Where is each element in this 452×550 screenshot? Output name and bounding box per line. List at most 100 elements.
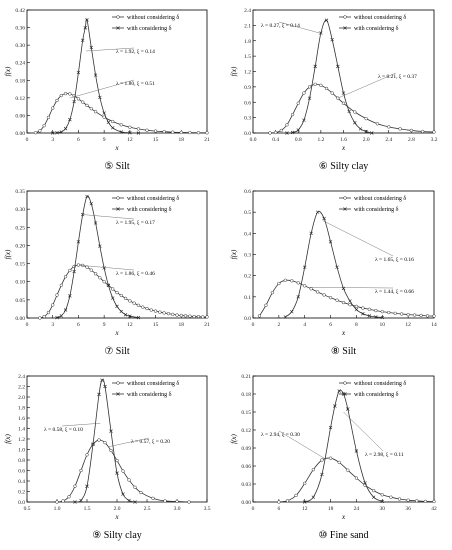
panel-caption-text: Silty clay [104, 530, 142, 541]
panel-caption-text: Fine sand [330, 530, 369, 541]
data-point-cross [364, 129, 368, 134]
data-point-circle [330, 91, 334, 95]
data-point-circle [283, 278, 287, 282]
y-tick-label: 0.03 [241, 482, 251, 488]
annotation-leader [80, 265, 135, 271]
data-point-circle [68, 268, 72, 273]
data-point-cross [324, 18, 329, 22]
x-tick-label: 12 [302, 506, 308, 512]
y-tick-label: 0.3 [244, 253, 251, 259]
data-point-circle [196, 314, 201, 319]
panel-caption-text: Silt [342, 346, 356, 357]
y-tick-label: 0.18 [15, 78, 25, 84]
data-point-circle [393, 311, 397, 315]
legend-label-with: with considering δ [354, 26, 399, 32]
data-point-circle [389, 495, 393, 499]
data-point-circle [375, 122, 380, 126]
data-point-circle [55, 293, 59, 297]
panel-caption: ⑦ Silt [104, 346, 130, 357]
series-line-with [286, 19, 372, 134]
data-point-circle [290, 112, 295, 117]
data-point-circle [409, 128, 414, 133]
annotation-label: λ = 0.58, ξ = 0.10 [44, 427, 83, 433]
data-point-cross [363, 481, 367, 485]
data-point-circle [364, 117, 368, 121]
data-point-circle [322, 293, 326, 297]
y-tick-label: 2.0 [18, 395, 25, 401]
data-point-circle [171, 130, 175, 134]
y-tick-label: 0.30 [15, 43, 25, 49]
y-axis-label: f(x) [4, 66, 12, 76]
y-axis-label: f(x) [4, 433, 12, 443]
legend-label-without: without considering δ [354, 381, 406, 387]
data-point-cross [85, 18, 89, 22]
data-point-circle [387, 125, 391, 129]
panel-caption: ⑨ Silty clay [92, 530, 142, 541]
data-point-cross [353, 121, 357, 125]
data-point-circle [51, 106, 55, 110]
y-tick-label: 0.09 [241, 446, 251, 452]
data-point-circle [111, 119, 115, 124]
data-point-circle [145, 306, 149, 311]
data-point-cross [100, 378, 104, 382]
data-point-circle [374, 308, 378, 313]
annotation-label: λ = 1.95, ξ = 0.17 [116, 220, 155, 226]
data-point-circle [341, 300, 346, 305]
data-point-cross [81, 38, 85, 43]
data-point-cross [98, 95, 102, 100]
y-tick-label: 1.4 [18, 427, 25, 433]
x-axis-label: x [114, 144, 119, 152]
data-point-circle [324, 86, 329, 91]
legend-marker-cross [343, 392, 347, 396]
y-tick-label: 0.6 [244, 189, 251, 195]
y-tick-label: 2.1 [244, 23, 251, 29]
panel-caption-number: ⑨ [92, 530, 101, 541]
x-tick-label: 6 [77, 137, 80, 143]
legend-label-without: without considering δ [127, 196, 179, 202]
plot-frame [26, 9, 208, 134]
data-point-circle [406, 498, 410, 502]
data-point-circle [76, 263, 81, 267]
data-point-circle [119, 293, 123, 298]
data-point-circle [354, 304, 359, 309]
x-tick-label: 12 [405, 322, 411, 328]
legend-marker-cross [116, 392, 120, 396]
plot-frame [252, 375, 435, 503]
data-point-circle [205, 131, 209, 135]
data-point-circle [38, 129, 42, 133]
data-point-cross [341, 91, 346, 95]
data-point-circle [55, 98, 59, 103]
data-point-cross [371, 495, 376, 499]
data-point-circle [73, 484, 77, 488]
data-point-circle [398, 127, 402, 131]
data-point-cross [55, 315, 59, 320]
data-point-cross [333, 404, 337, 408]
data-point-circle [38, 316, 42, 320]
data-point-cross [302, 118, 306, 122]
x-tick-label: 0.8 [295, 137, 302, 143]
data-point-circle [192, 314, 196, 319]
data-point-circle [162, 129, 166, 134]
x-tick-label: 1.6 [340, 137, 347, 143]
x-tick-label: 3.2 [431, 137, 438, 143]
data-point-cross [106, 283, 111, 288]
legend-marker-circle [116, 196, 120, 200]
data-point-circle [81, 100, 85, 104]
annotation-leader [278, 21, 320, 34]
data-point-cross [91, 442, 95, 446]
series-line-without [39, 264, 208, 319]
data-point-circle [307, 85, 312, 89]
data-point-cross [79, 498, 83, 503]
data-point-circle [76, 97, 81, 101]
data-point-circle [188, 130, 192, 135]
panel-caption-number: ⑤ [104, 161, 113, 172]
data-point-circle [296, 101, 300, 105]
data-point-cross [283, 315, 288, 319]
panel-caption: ⑥ Silty clay [319, 161, 369, 172]
y-tick-label: 0.00 [15, 131, 25, 137]
x-tick-label: 3 [51, 322, 54, 328]
annotation-label: λ = 1.80, ξ = 0.51 [116, 81, 155, 87]
y-tick-label: 0.6 [244, 100, 251, 106]
data-point-circle [309, 287, 313, 291]
legend-label-without: without considering δ [127, 15, 179, 21]
